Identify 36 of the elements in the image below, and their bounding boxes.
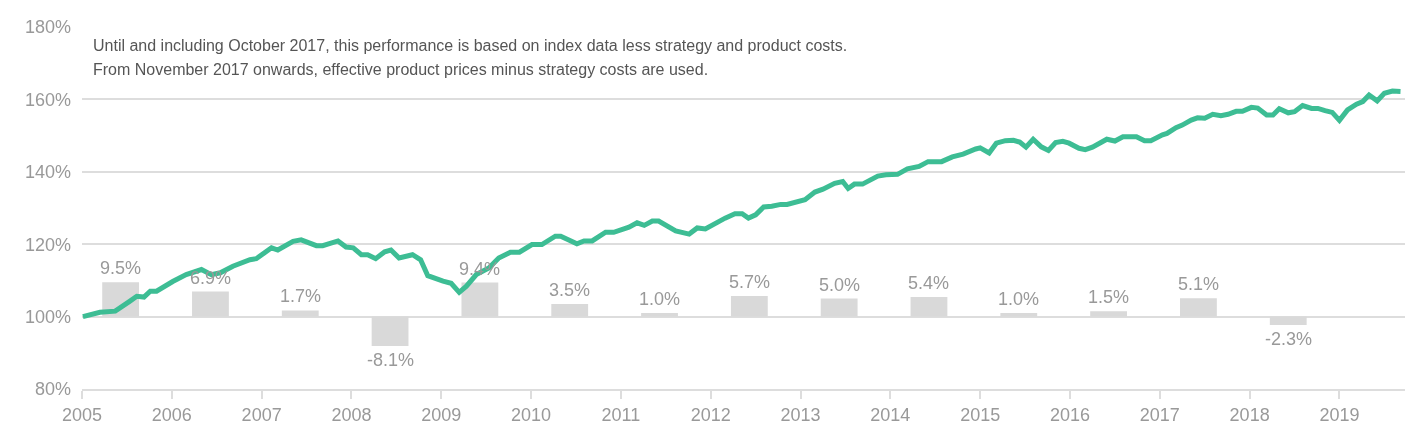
annotation: Until and including October 2017, this performance is based on index data less strategy and product costs.: [93, 37, 848, 54]
y-tick-label: 100%: [24, 306, 71, 327]
data-label: 6.9%: [190, 268, 232, 288]
x-tick-label: 2012: [690, 404, 731, 425]
x-tick-label: 2005: [61, 404, 103, 425]
y-tick-label: 120%: [24, 234, 71, 255]
y-tick-label: 160%: [24, 89, 71, 110]
data-label: -8.1%: [367, 350, 415, 370]
y-tick-label: 140%: [24, 162, 71, 183]
data-label: 9.5%: [100, 258, 142, 278]
x-tick-label: 2011: [601, 404, 641, 425]
x-tick-label: 2019: [1319, 404, 1360, 425]
data-label: 5.1%: [1178, 274, 1220, 294]
x-tick-label: 2008: [331, 404, 372, 425]
annotation: From November 2017 onwards, effective product prices minus strategy costs are used.: [93, 61, 709, 78]
x-tick-label: 2010: [511, 404, 552, 425]
data-label: -2.3%: [1265, 329, 1313, 349]
data-label: 1.7%: [280, 286, 322, 306]
data-label: 1.0%: [639, 289, 681, 309]
x-tick-label: 2016: [1049, 404, 1090, 425]
data-label: 5.4%: [908, 273, 950, 293]
data-label: 1.5%: [1088, 287, 1130, 307]
x-tick-label: 2015: [960, 404, 1001, 425]
x-tick-label: 2014: [870, 404, 911, 425]
data-label: 5.7%: [729, 272, 771, 292]
x-tick-label: 2007: [241, 404, 282, 425]
x-tick-label: 2013: [780, 404, 821, 425]
x-tick-label: 2006: [151, 404, 192, 425]
x-tick-label: 2018: [1229, 404, 1270, 425]
data-label: 5.0%: [819, 275, 861, 295]
x-tick-label: 2017: [1139, 404, 1180, 425]
y-tick-label: 180%: [24, 17, 71, 38]
x-tick-label: 2009: [421, 404, 462, 425]
data-label: 1.0%: [998, 289, 1040, 309]
y-tick-label: 80%: [34, 379, 71, 400]
data-label: 3.5%: [549, 280, 591, 300]
